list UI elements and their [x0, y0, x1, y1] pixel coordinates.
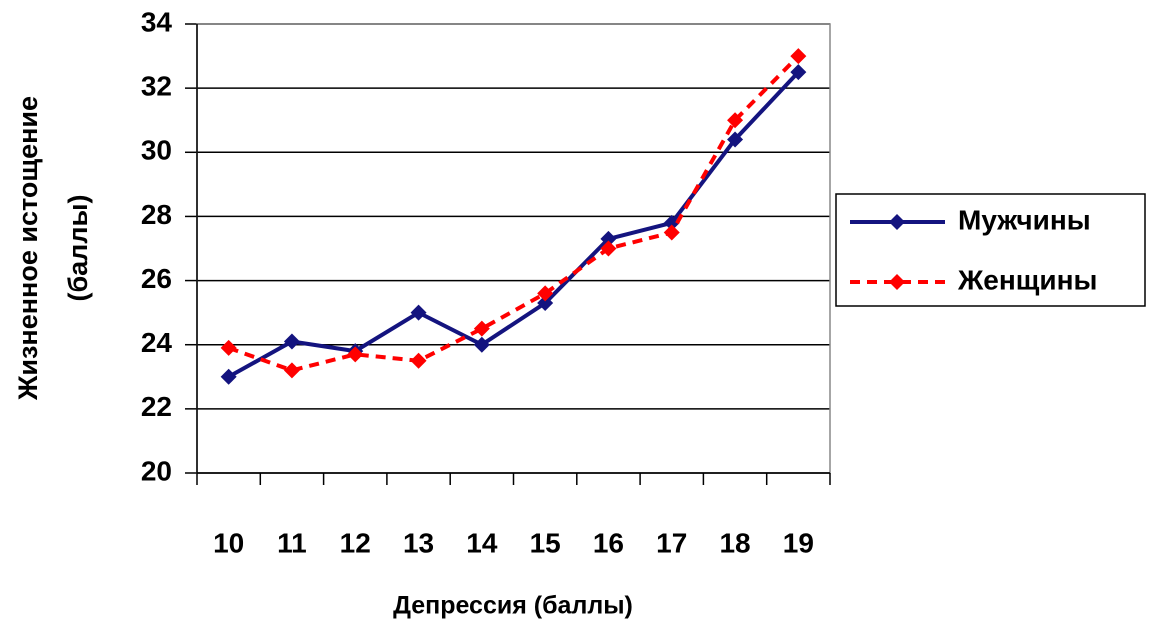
x-tick-label: 10: [213, 527, 244, 558]
y-tick-label: 26: [141, 263, 172, 294]
series-line: [227, 54, 800, 373]
x-tick-label: 13: [403, 527, 434, 558]
y-tick-label: 20: [141, 455, 172, 486]
data-point: [410, 304, 427, 321]
data-point: [537, 285, 554, 302]
x-tick-label: 15: [530, 527, 561, 558]
x-tick-label: 14: [466, 527, 498, 558]
series-line: [227, 70, 800, 379]
x-axis-title: Депрессия (баллы): [393, 592, 633, 620]
y-axis-title: Жизненное истощение: [13, 96, 43, 401]
data-point: [600, 240, 617, 257]
x-tick-label: 18: [719, 527, 750, 558]
data-point: [473, 336, 490, 353]
data-point: [790, 64, 807, 81]
legend-box: [835, 193, 1146, 307]
data-point: [410, 352, 427, 369]
legend-label: Мужчины: [958, 204, 1091, 235]
x-tick-label: 11: [277, 527, 307, 558]
data-point: [473, 320, 490, 337]
data-point: [727, 131, 744, 148]
data-point: [537, 295, 554, 312]
data-point: [220, 368, 237, 385]
data-point: [790, 48, 807, 65]
data-point: [283, 333, 300, 350]
y-tick-label: 34: [141, 6, 173, 37]
data-point: [663, 224, 680, 241]
y-tick-label: 28: [141, 199, 172, 230]
legend-marker: [889, 274, 905, 290]
data-point: [600, 230, 617, 247]
y-tick-label: 30: [141, 135, 172, 166]
y-tick-label: 24: [141, 327, 173, 358]
y-tick-label: 22: [141, 391, 172, 422]
data-point: [727, 112, 744, 129]
data-point: [220, 339, 237, 356]
legend-label: Женщины: [957, 264, 1097, 295]
y-tick-label: 32: [141, 71, 172, 102]
x-tick-label: 17: [656, 527, 687, 558]
plot-frame: [196, 23, 831, 474]
data-point: [283, 362, 300, 379]
x-tick-label: 16: [593, 527, 624, 558]
x-tick-label: 12: [340, 527, 371, 558]
legend-marker: [889, 214, 905, 230]
x-tick-label: 19: [783, 527, 814, 558]
data-point: [663, 214, 680, 231]
y-axis-title: (баллы): [63, 194, 93, 301]
data-point: [347, 346, 364, 363]
